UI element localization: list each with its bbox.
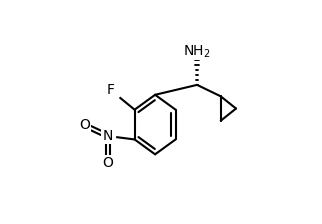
Text: O: O (102, 156, 113, 170)
Text: F: F (107, 83, 115, 97)
Text: O: O (80, 118, 90, 132)
Text: NH$_2$: NH$_2$ (183, 43, 211, 60)
Text: N: N (103, 129, 113, 143)
